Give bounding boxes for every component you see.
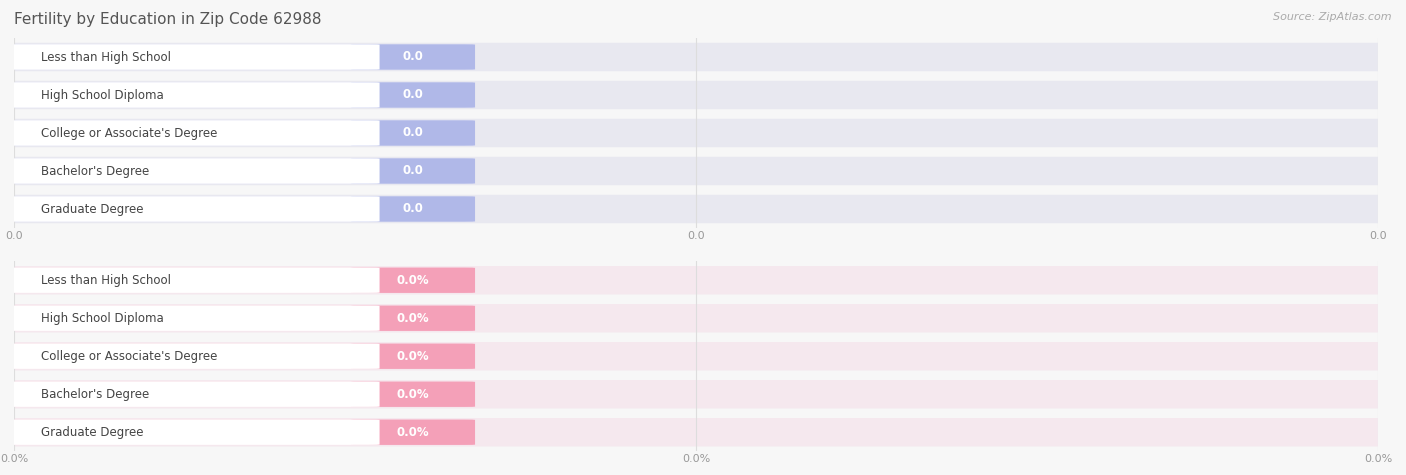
Text: 0.0: 0.0 <box>402 164 423 178</box>
FancyBboxPatch shape <box>14 157 1378 185</box>
Text: Graduate Degree: Graduate Degree <box>41 426 143 439</box>
FancyBboxPatch shape <box>14 304 1378 332</box>
FancyBboxPatch shape <box>14 418 1378 446</box>
FancyBboxPatch shape <box>10 343 475 369</box>
FancyBboxPatch shape <box>352 305 475 331</box>
Text: 0.0%: 0.0% <box>396 312 429 325</box>
Text: College or Associate's Degree: College or Associate's Degree <box>41 126 218 140</box>
FancyBboxPatch shape <box>10 381 380 407</box>
FancyBboxPatch shape <box>10 44 475 70</box>
FancyBboxPatch shape <box>352 419 475 445</box>
Text: 0.0%: 0.0% <box>396 274 429 287</box>
FancyBboxPatch shape <box>10 82 475 108</box>
FancyBboxPatch shape <box>352 44 475 70</box>
FancyBboxPatch shape <box>14 342 1378 370</box>
FancyBboxPatch shape <box>14 380 1378 408</box>
FancyBboxPatch shape <box>10 82 380 108</box>
Text: Fertility by Education in Zip Code 62988: Fertility by Education in Zip Code 62988 <box>14 12 322 27</box>
FancyBboxPatch shape <box>352 381 475 407</box>
FancyBboxPatch shape <box>10 381 475 407</box>
FancyBboxPatch shape <box>10 158 380 184</box>
FancyBboxPatch shape <box>14 266 1378 294</box>
Text: 0.0: 0.0 <box>402 50 423 64</box>
FancyBboxPatch shape <box>10 267 475 293</box>
Text: 0.0: 0.0 <box>402 126 423 140</box>
Text: High School Diploma: High School Diploma <box>41 88 165 102</box>
FancyBboxPatch shape <box>10 158 475 184</box>
FancyBboxPatch shape <box>352 120 475 146</box>
FancyBboxPatch shape <box>352 343 475 369</box>
Text: 0.0: 0.0 <box>402 88 423 102</box>
Text: 0.0%: 0.0% <box>396 350 429 363</box>
FancyBboxPatch shape <box>14 43 1378 71</box>
FancyBboxPatch shape <box>10 419 380 445</box>
FancyBboxPatch shape <box>10 267 380 293</box>
Text: 0.0%: 0.0% <box>396 426 429 439</box>
FancyBboxPatch shape <box>14 195 1378 223</box>
FancyBboxPatch shape <box>14 119 1378 147</box>
Text: Less than High School: Less than High School <box>41 274 172 287</box>
FancyBboxPatch shape <box>10 343 380 369</box>
Text: Bachelor's Degree: Bachelor's Degree <box>41 388 149 401</box>
FancyBboxPatch shape <box>10 419 475 445</box>
Text: Less than High School: Less than High School <box>41 50 172 64</box>
Text: Source: ZipAtlas.com: Source: ZipAtlas.com <box>1274 12 1392 22</box>
FancyBboxPatch shape <box>10 44 380 70</box>
Text: College or Associate's Degree: College or Associate's Degree <box>41 350 218 363</box>
FancyBboxPatch shape <box>10 120 475 146</box>
FancyBboxPatch shape <box>10 305 475 331</box>
FancyBboxPatch shape <box>14 81 1378 109</box>
FancyBboxPatch shape <box>352 267 475 293</box>
FancyBboxPatch shape <box>352 82 475 108</box>
Text: Graduate Degree: Graduate Degree <box>41 202 143 216</box>
FancyBboxPatch shape <box>352 196 475 222</box>
FancyBboxPatch shape <box>352 158 475 184</box>
Text: Bachelor's Degree: Bachelor's Degree <box>41 164 149 178</box>
Text: High School Diploma: High School Diploma <box>41 312 165 325</box>
FancyBboxPatch shape <box>10 196 475 222</box>
FancyBboxPatch shape <box>10 196 380 222</box>
Text: 0.0: 0.0 <box>402 202 423 216</box>
FancyBboxPatch shape <box>10 305 380 331</box>
Text: 0.0%: 0.0% <box>396 388 429 401</box>
FancyBboxPatch shape <box>10 120 380 146</box>
